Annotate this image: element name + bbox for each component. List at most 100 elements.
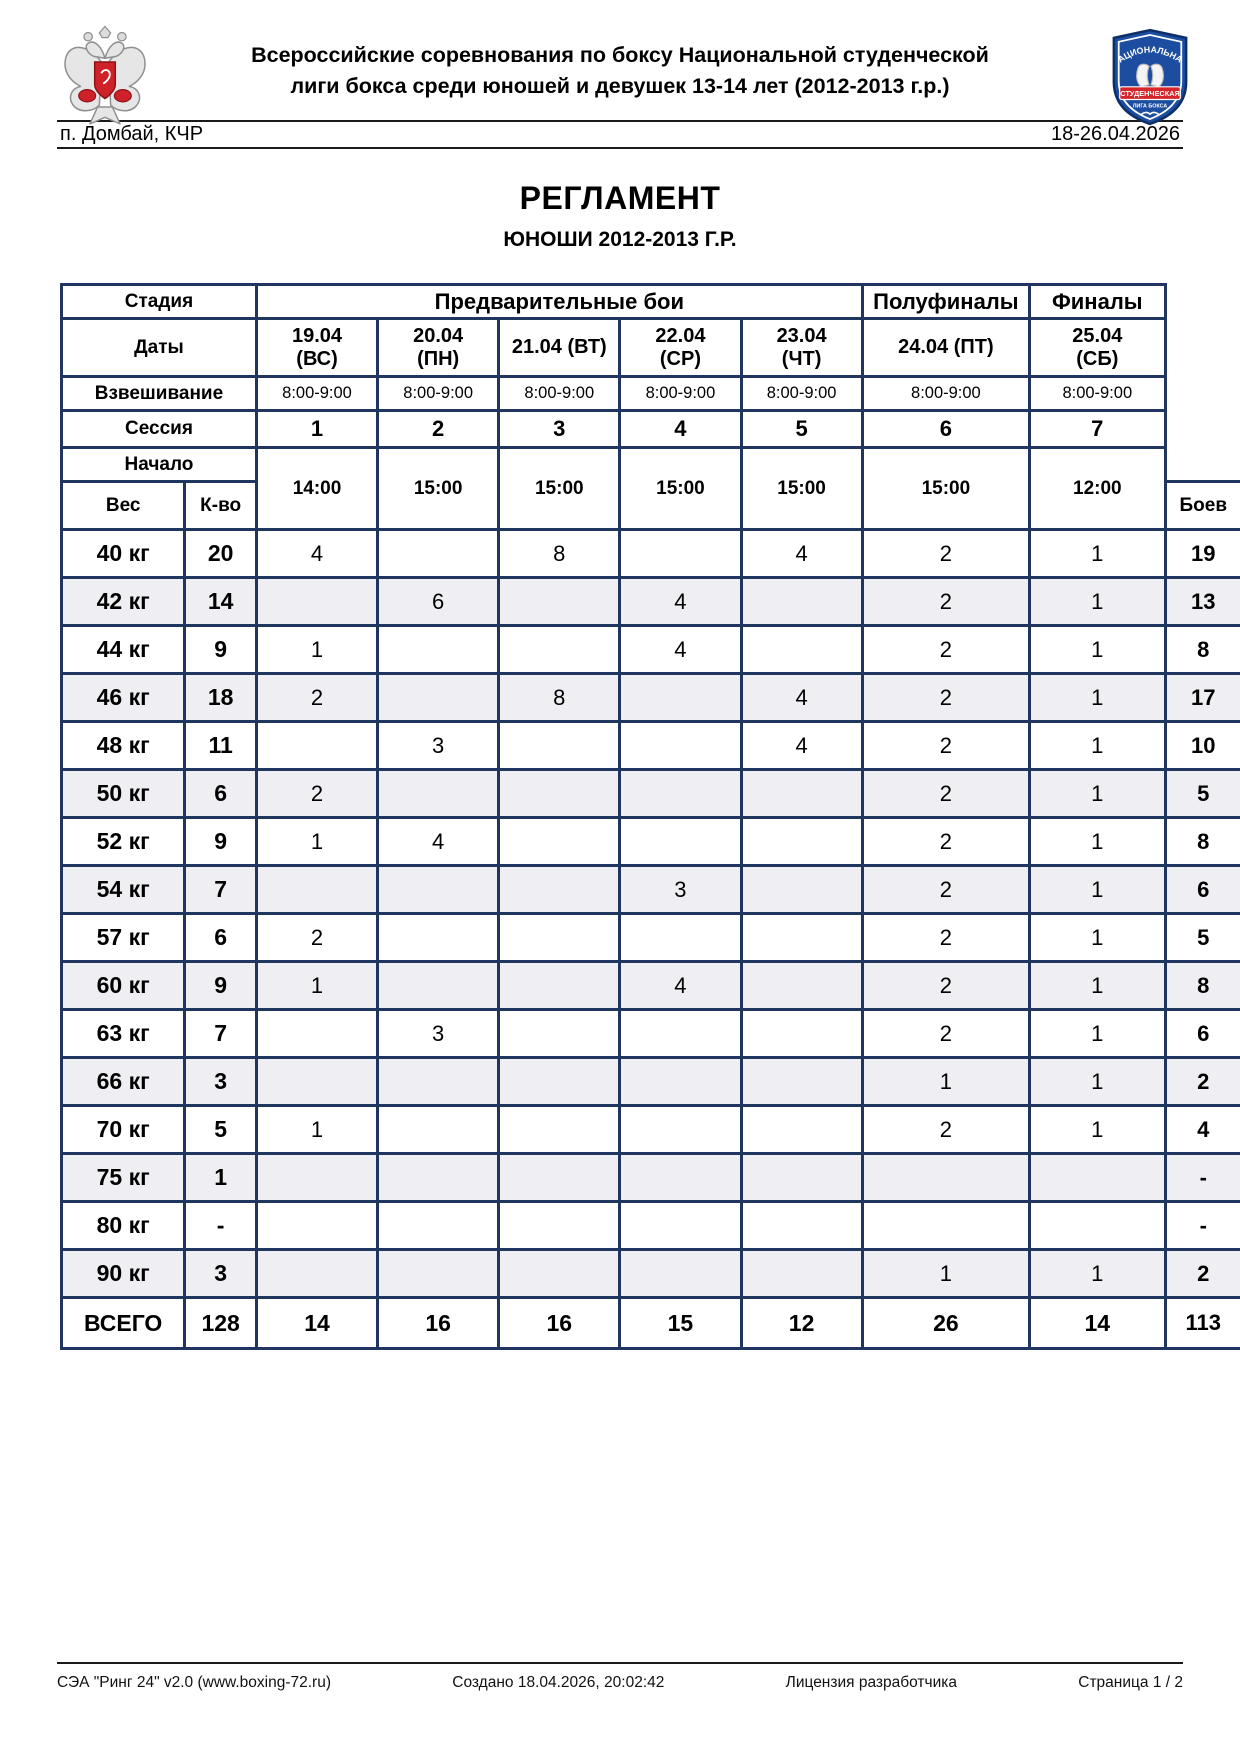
day-cell [376, 1152, 501, 1203]
count-cell: 3 [183, 1056, 258, 1107]
day-cell: 1 [1028, 576, 1167, 627]
bouts-cell: 6 [1163, 864, 1240, 915]
day-cell: 3 [618, 864, 743, 915]
table-row: 46 кг 18 2 8 4 2 1 17 [59, 672, 1240, 723]
weight-cell: 54 кг [59, 864, 187, 915]
dates-row: Даты 19.04 (ВС) 20.04 (ПН) 21.04 (ВТ) 22… [60, 317, 1240, 378]
day-cell [376, 1104, 501, 1155]
table-row: 90 кг 3 1 1 2 [59, 1248, 1240, 1299]
count-cell: 14 [183, 576, 258, 627]
day-cell: 3 [376, 1008, 501, 1059]
day-cell [739, 624, 864, 675]
weight-cell: 66 кг [59, 1056, 187, 1107]
day-cell [618, 720, 743, 771]
stage-row: Стадия Предварительные бои Полуфиналы Фи… [60, 283, 1240, 483]
clipped-edge-cell [1163, 284, 1240, 483]
total-bouts-cell: 113 [1163, 1296, 1240, 1350]
day-cell: 2 [860, 720, 1032, 771]
weight-cell: 42 кг [59, 576, 187, 627]
bouts-cell: 2 [1163, 1056, 1240, 1107]
day-cell: 2 [860, 912, 1032, 963]
event-title-line1: Всероссийские соревнования по боксу Наци… [251, 43, 989, 67]
bouts-cell: 17 [1163, 672, 1240, 723]
bouts-cell: 19 [1163, 528, 1240, 579]
day-cell: 4 [739, 528, 864, 579]
day-cell [618, 528, 743, 579]
day-cell: 1 [1028, 912, 1167, 963]
table-row: 54 кг 7 3 2 1 6 [59, 864, 1240, 915]
day-cell: 1 [1028, 768, 1167, 819]
weight-cell: 40 кг [59, 528, 187, 579]
day-cell: 1 [860, 1056, 1032, 1107]
table-row: 80 кг - - [59, 1200, 1240, 1251]
weighin-cell: 8:00-9:00 [497, 375, 622, 412]
day-cell [376, 624, 501, 675]
day-cell [497, 864, 622, 915]
weight-cell: 90 кг [59, 1248, 187, 1299]
weighin-cell: 8:00-9:00 [376, 375, 501, 412]
day-cell [497, 1248, 622, 1299]
day-cell: 1 [1028, 1104, 1167, 1155]
day-cell [618, 672, 743, 723]
shield-banner-text: СТУДЕНЧЕСКАЯ [1120, 89, 1180, 98]
table-row: 44 кг 9 1 4 2 1 8 [59, 624, 1240, 675]
session-cell: 6 [860, 409, 1032, 449]
footer-app-name: СЭА "Ринг 24" v2.0 (www.boxing-72.ru) [57, 1674, 331, 1691]
bouts-cell: 6 [1163, 1008, 1240, 1059]
day-cell: 2 [860, 864, 1032, 915]
date-cell: 25.04 (СБ) [1028, 317, 1167, 378]
day-cell [376, 1056, 501, 1107]
count-cell: 1 [183, 1152, 258, 1203]
day-cell: 2 [860, 576, 1032, 627]
session-cell: 3 [497, 409, 622, 449]
day-cell: 1 [1028, 1008, 1167, 1059]
start-label: Начало [60, 446, 258, 483]
day-cell: 1 [254, 1104, 380, 1155]
day-cell: 2 [254, 912, 380, 963]
day-cell [254, 1152, 380, 1203]
session-cell: 7 [1028, 409, 1167, 449]
day-cell [739, 1152, 864, 1203]
document-title: РЕГЛАМЕНТ [519, 180, 721, 216]
bouts-cell: 8 [1163, 624, 1240, 675]
day-cell [376, 912, 501, 963]
day-cell [376, 672, 501, 723]
day-cell [860, 1200, 1032, 1251]
day-cell: 4 [618, 960, 743, 1011]
stage-finals: Финалы [1028, 283, 1167, 320]
total-count-cell: 128 [183, 1296, 258, 1350]
date-cell: 21.04 (ВТ) [497, 317, 622, 378]
count-cell: 11 [183, 720, 258, 771]
day-cell [497, 768, 622, 819]
day-cell: 1 [1028, 960, 1167, 1011]
total-day-cell: 12 [739, 1296, 864, 1350]
weight-cell: 80 кг [59, 1200, 187, 1251]
table-row: 70 кг 5 1 2 1 4 [59, 1104, 1240, 1155]
day-cell [497, 816, 622, 867]
day-cell [860, 1152, 1032, 1203]
stage-semifinals: Полуфиналы [860, 283, 1032, 320]
bouts-cell: 8 [1163, 816, 1240, 867]
total-day-cell: 14 [254, 1296, 380, 1350]
day-cell [618, 1152, 743, 1203]
day-cell [497, 720, 622, 771]
day-cell: 2 [254, 672, 380, 723]
session-cell: 1 [254, 409, 380, 449]
table-row: 48 кг 11 3 4 2 1 10 [59, 720, 1240, 771]
day-cell [376, 768, 501, 819]
day-cell [497, 1056, 622, 1107]
start-time-cell: 12:00 [1028, 446, 1167, 531]
total-label-cell: ВСЕГО [59, 1296, 187, 1350]
day-cell [254, 1200, 380, 1251]
table-row: 75 кг 1 - [59, 1152, 1240, 1203]
start-time-cell: 14:00 [254, 446, 380, 531]
day-cell [739, 576, 864, 627]
weight-cell: 75 кг [59, 1152, 187, 1203]
count-cell: 3 [183, 1248, 258, 1299]
stage-label: Стадия [60, 283, 258, 320]
weight-cell: 60 кг [59, 960, 187, 1011]
day-cell [376, 1200, 501, 1251]
day-cell [618, 1248, 743, 1299]
table-row: 60 кг 9 1 4 2 1 8 [59, 960, 1240, 1011]
table-row: 63 кг 7 3 2 1 6 [59, 1008, 1240, 1059]
